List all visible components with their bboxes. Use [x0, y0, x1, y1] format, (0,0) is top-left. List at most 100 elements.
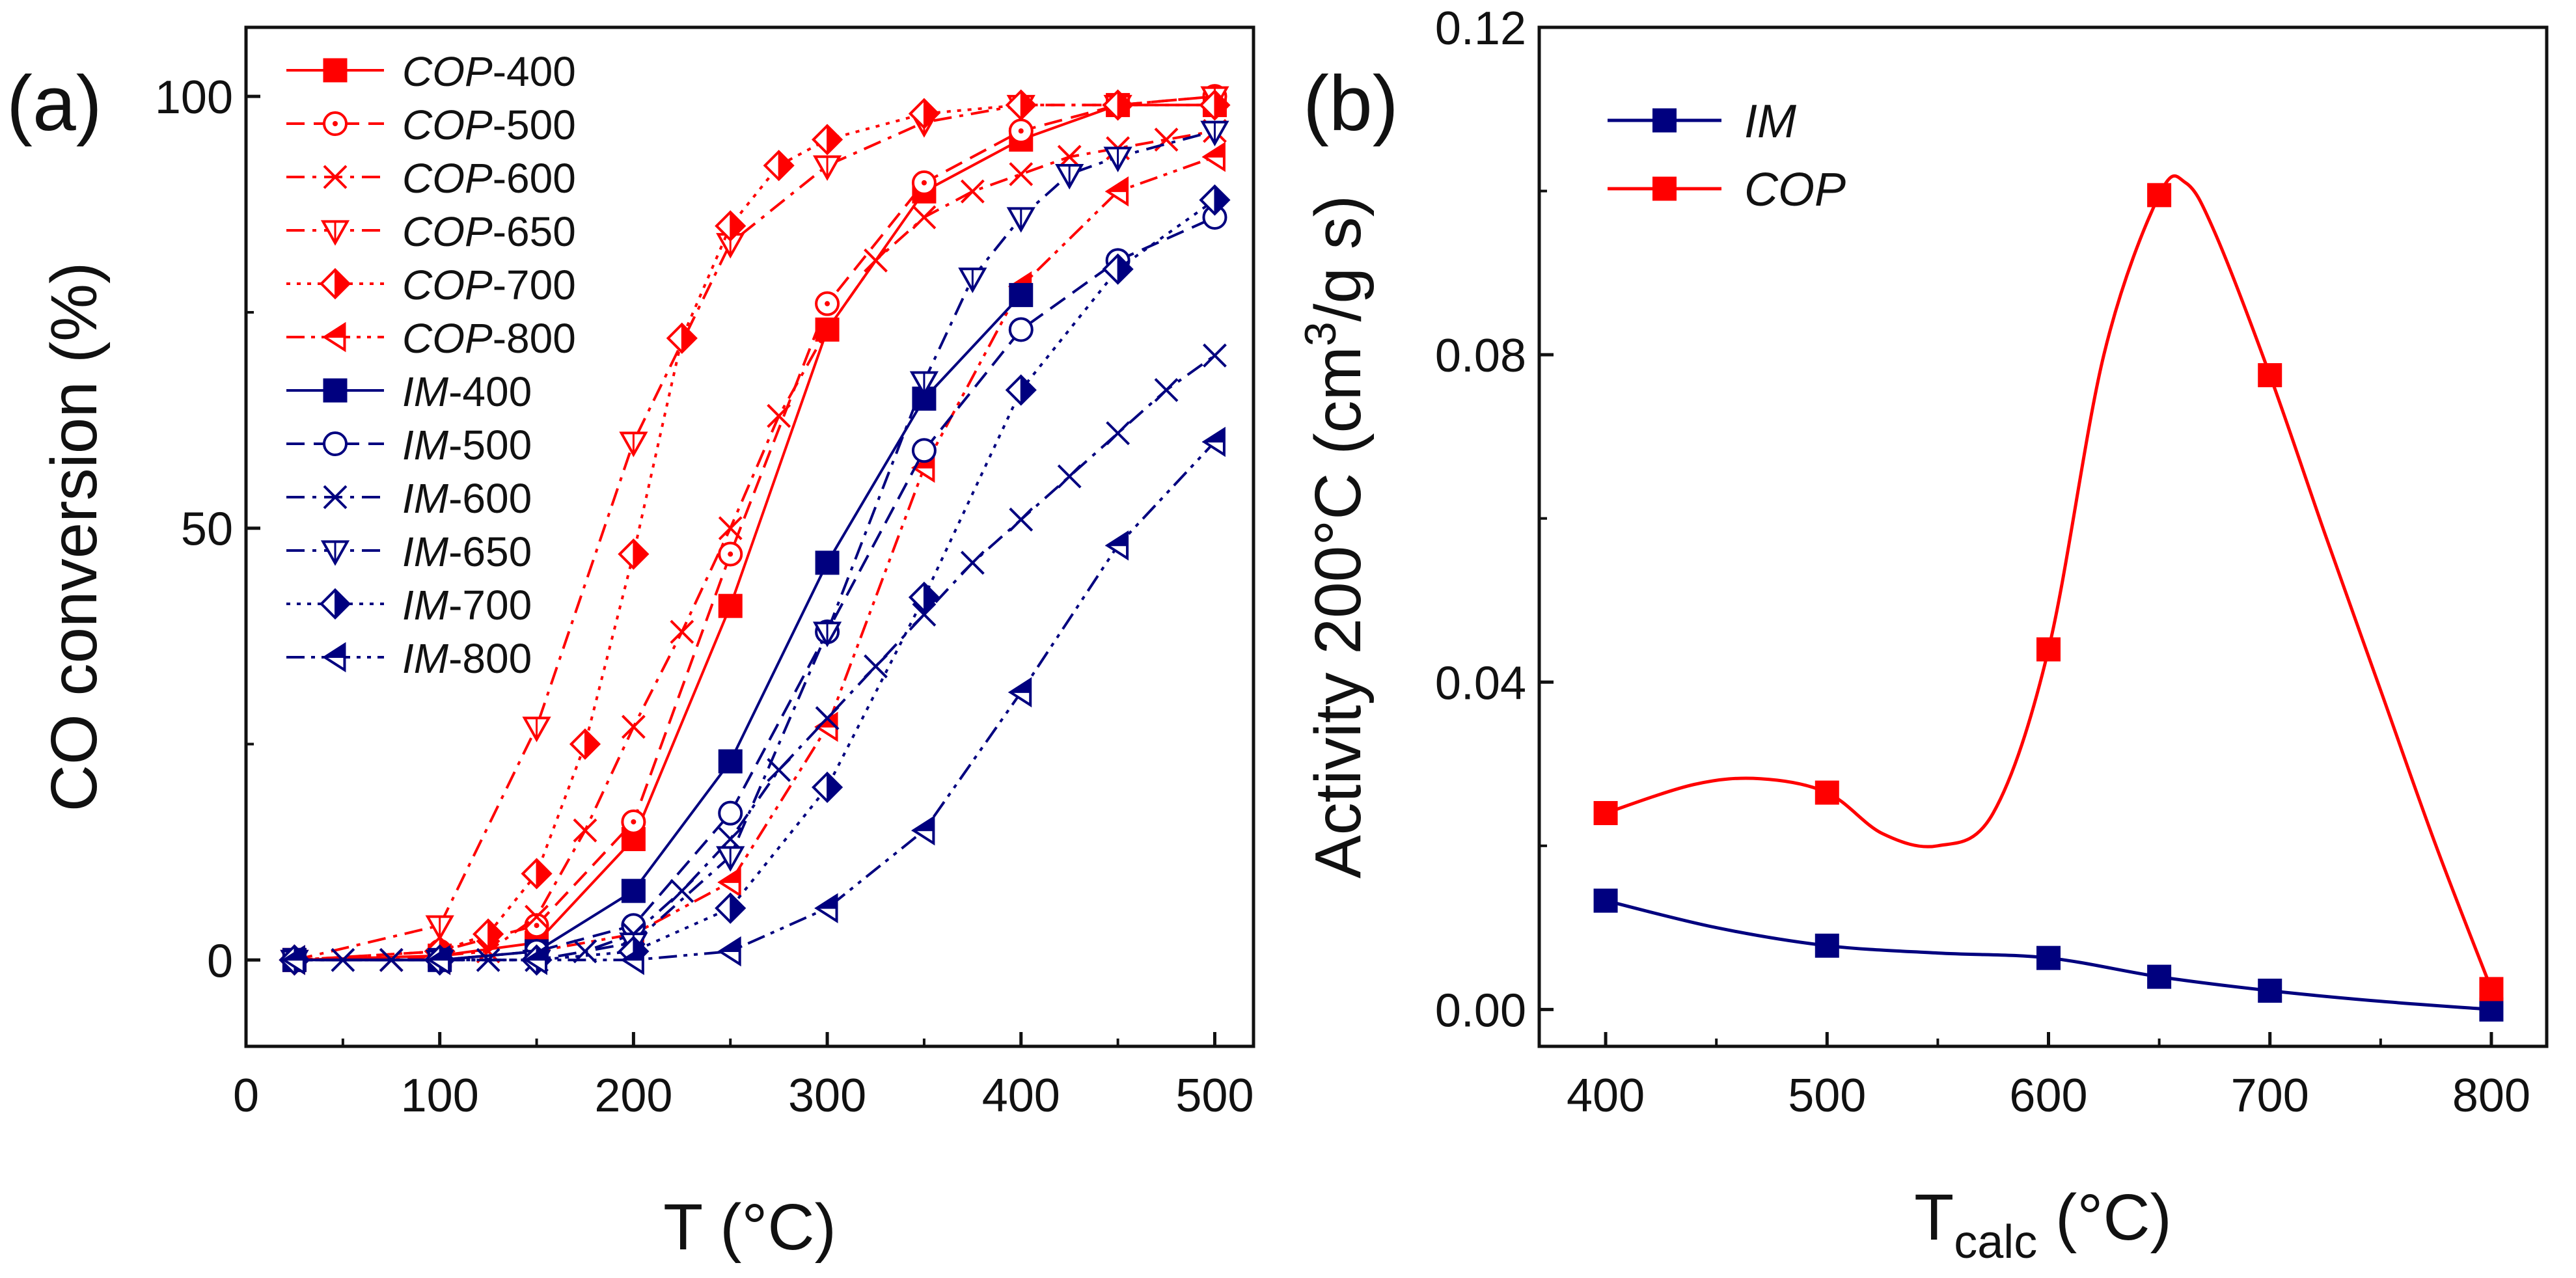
- data-point: [715, 210, 747, 242]
- data-point: [1102, 89, 1134, 121]
- data-point: [811, 124, 843, 156]
- legend-label-prefix: COP: [402, 155, 493, 202]
- panel-b-y-axis-title: Activity 200°C (cm3/g s): [1296, 195, 1375, 878]
- panel-a-ticks: 0 100 200 300 400 500 0 50 100: [155, 72, 1254, 1122]
- legend-label: COP: [1744, 164, 1846, 216]
- data-point: [1057, 464, 1082, 489]
- y-tick-label: 50: [181, 504, 233, 556]
- legend-label-suffix: -650: [448, 528, 532, 575]
- y-tick-label: 0.08: [1435, 330, 1526, 382]
- legend-marker: [319, 588, 351, 620]
- legend-entry-cop-800: COP-800: [286, 315, 576, 362]
- data-point: [1009, 282, 1034, 307]
- x-tick-label: 200: [594, 1070, 672, 1122]
- legend-label-prefix: IM: [402, 635, 449, 682]
- data-point: [912, 205, 937, 230]
- panel-a-legend: COP-400COP-500COP-600COP-650COP-700COP-8…: [286, 48, 576, 682]
- data-point: [814, 893, 838, 923]
- y-tick-label: 0.04: [1435, 657, 1526, 709]
- data-point: [958, 267, 987, 293]
- data-point: [1815, 780, 1839, 805]
- data-point: [1009, 162, 1034, 187]
- legend-label-prefix: IM: [402, 528, 449, 575]
- data-point: [908, 581, 940, 613]
- data-point: [2036, 945, 2061, 970]
- legend-label: IM-800: [402, 635, 532, 682]
- legend-label-suffix: -650: [493, 208, 576, 255]
- data-point: [718, 749, 743, 774]
- legend-label-suffix: -600: [448, 475, 532, 522]
- data-point: [1008, 317, 1034, 342]
- data-point: [2258, 978, 2282, 1003]
- data-point: [717, 867, 741, 898]
- legend-marker: [319, 267, 351, 300]
- data-point: [1005, 374, 1037, 406]
- data-point: [621, 714, 646, 739]
- panel-b-x-title-sub: calc: [1954, 1216, 2037, 1268]
- data-point: [718, 541, 743, 567]
- data-point: [811, 771, 843, 803]
- legend-entry-cop-400: COP-400: [286, 48, 576, 95]
- x-tick-label: 400: [1567, 1070, 1645, 1122]
- legend-marker: [323, 165, 348, 189]
- panel-b-y-title-post: /g s): [1302, 195, 1375, 321]
- data-point: [1055, 164, 1084, 190]
- legend-label-suffix: -800: [448, 635, 532, 682]
- legend-label-prefix: IM: [402, 582, 449, 629]
- data-point: [815, 291, 840, 316]
- data-point: [621, 809, 646, 834]
- legend-label: IM: [1744, 96, 1796, 148]
- legend-marker: [323, 111, 348, 136]
- data-point: [473, 918, 504, 950]
- data-point: [717, 936, 741, 967]
- legend-label: IM-700: [402, 582, 532, 629]
- legend-label-prefix: IM: [402, 368, 449, 415]
- x-tick-label: 400: [982, 1070, 1060, 1122]
- data-point: [2147, 964, 2172, 989]
- data-point: [815, 318, 840, 342]
- legend-label-prefix: IM: [402, 422, 449, 469]
- data-point: [960, 179, 985, 204]
- legend-marker: [320, 540, 350, 566]
- data-point: [619, 431, 648, 457]
- series-line: [294, 294, 1022, 962]
- data-point: [716, 846, 745, 872]
- legend-label-prefix: COP: [402, 102, 493, 148]
- data-point: [1006, 207, 1035, 233]
- data-point: [767, 403, 791, 428]
- data-point: [2036, 637, 2061, 662]
- data-point: [525, 904, 549, 929]
- data-point: [569, 728, 601, 760]
- data-point: [2479, 997, 2504, 1022]
- legend-label-suffix: -700: [448, 582, 532, 629]
- panel-b-x-title-unit: (°C): [2037, 1181, 2172, 1254]
- data-point: [864, 654, 888, 679]
- data-point: [960, 551, 985, 575]
- data-point: [621, 878, 646, 903]
- data-point: [1005, 89, 1037, 121]
- y-tick-label: 0.00: [1435, 985, 1526, 1037]
- data-point: [1106, 421, 1130, 446]
- legend-label-suffix: -800: [493, 315, 576, 362]
- panel-b-y-title-sup: 3: [1296, 321, 1345, 346]
- data-point: [763, 150, 795, 182]
- x-tick-label: 300: [788, 1070, 866, 1122]
- data-point: [281, 945, 305, 975]
- panel-b-legend: IM COP: [1608, 96, 1846, 216]
- data-point: [1199, 184, 1231, 216]
- legend-marker: [1652, 108, 1677, 133]
- legend-label-suffix: -700: [493, 262, 576, 308]
- legend-marker: [320, 220, 350, 246]
- data-point: [718, 800, 743, 826]
- data-point: [620, 945, 644, 975]
- legend-label-prefix: COP: [402, 315, 493, 362]
- panel-b-series: [1593, 174, 2504, 1022]
- legend-marker: [322, 642, 346, 673]
- legend-label-suffix: -600: [493, 155, 576, 202]
- data-point: [523, 945, 547, 975]
- legend-entry-im-700: IM-700: [286, 582, 532, 629]
- data-point: [1154, 377, 1179, 402]
- data-point: [815, 706, 840, 731]
- data-point: [718, 593, 743, 618]
- series-im: [1593, 888, 2504, 1022]
